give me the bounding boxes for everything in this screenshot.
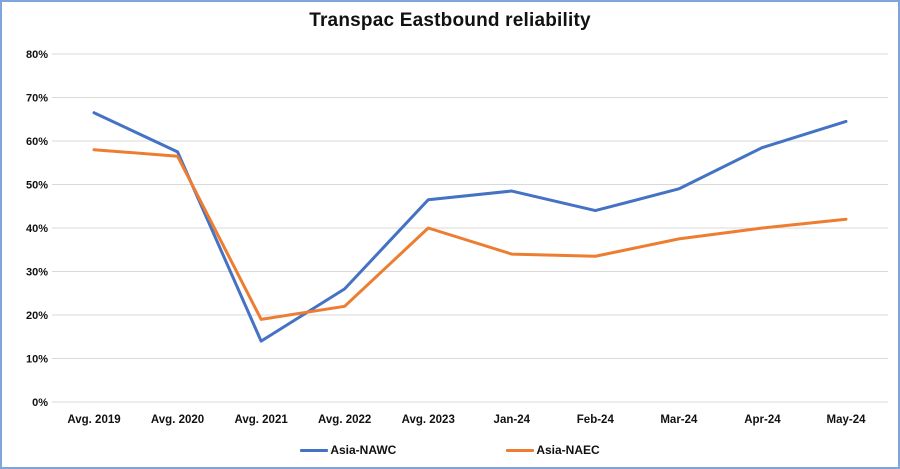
x-axis-tick-label: Avg. 2023 xyxy=(402,414,455,426)
y-axis-tick-label: 20% xyxy=(26,310,48,322)
legend-line-swatch-asia-nawc xyxy=(300,448,329,452)
x-axis-tick-label: Jan-24 xyxy=(494,414,531,426)
legend-item-asia-naec: Asia-NAEC xyxy=(506,443,600,457)
y-axis-tick-label: 60% xyxy=(26,136,48,148)
y-axis-tick-label: 80% xyxy=(26,49,48,61)
legend-label: Asia-NAEC xyxy=(536,443,600,457)
y-axis-tick-label: 10% xyxy=(26,354,48,366)
x-axis-tick-label: Avg. 2020 xyxy=(151,414,204,426)
x-axis-tick-label: Avg. 2021 xyxy=(234,414,288,426)
y-axis-tick-label: 0% xyxy=(32,397,48,409)
chart-title: Transpac Eastbound reliability xyxy=(309,10,591,31)
legend-line-swatch-asia-naec xyxy=(506,448,535,452)
legend-label: Asia-NAWC xyxy=(330,443,397,457)
x-axis-tick-label: Apr-24 xyxy=(744,414,781,426)
y-axis-tick-label: 70% xyxy=(26,93,48,105)
y-axis-tick-label: 50% xyxy=(26,180,48,192)
x-axis-tick-label: Avg. 2022 xyxy=(318,414,371,426)
x-axis-tick-label: Feb-24 xyxy=(577,414,615,426)
legend-item-asia-nawc: Asia-NAWC xyxy=(300,443,396,457)
series-line-asia-nawc xyxy=(92,111,848,343)
x-axis-tick-label: Avg. 2019 xyxy=(67,414,120,426)
x-axis-tick-label: Mar-24 xyxy=(660,414,698,426)
series-line-asia-naec xyxy=(92,148,848,321)
y-axis-tick-label: 40% xyxy=(26,223,48,235)
legend: Asia-NAWC Asia-NAEC xyxy=(2,443,898,457)
y-axis-tick-label: 30% xyxy=(26,267,48,279)
x-axis-tick-label: May-24 xyxy=(827,414,867,426)
